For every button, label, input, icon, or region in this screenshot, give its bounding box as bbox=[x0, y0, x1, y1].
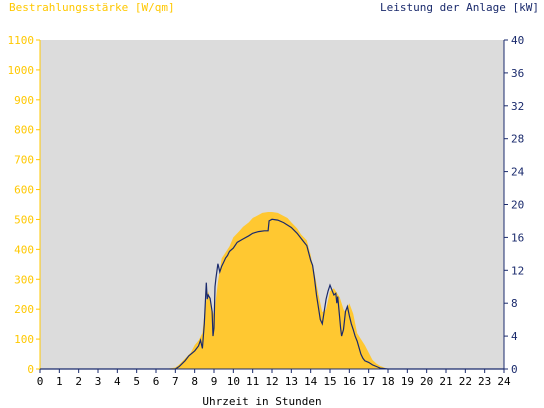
x-tick-label: 23 bbox=[478, 375, 491, 388]
right-tick-label: 0 bbox=[511, 363, 518, 376]
x-tick-label: 14 bbox=[304, 375, 318, 388]
x-tick-label: 18 bbox=[381, 375, 394, 388]
left-tick-label: 100 bbox=[14, 333, 34, 346]
x-tick-label: 19 bbox=[401, 375, 414, 388]
x-tick-label: 12 bbox=[265, 375, 278, 388]
x-tick-label: 21 bbox=[439, 375, 452, 388]
x-tick-label: 16 bbox=[343, 375, 356, 388]
x-tick-label: 2 bbox=[75, 375, 82, 388]
left-tick-label: 900 bbox=[14, 94, 34, 107]
x-tick-label: 24 bbox=[497, 375, 511, 388]
left-tick-label: 800 bbox=[14, 124, 34, 137]
x-tick-label: 20 bbox=[420, 375, 433, 388]
x-tick-label: 6 bbox=[153, 375, 160, 388]
x-tick-label: 11 bbox=[246, 375, 259, 388]
right-tick-label: 24 bbox=[511, 166, 525, 179]
x-tick-label: 5 bbox=[133, 375, 140, 388]
left-tick-label: 700 bbox=[14, 154, 34, 167]
x-tick-label: 17 bbox=[362, 375, 375, 388]
x-axis-title: Uhrzeit in Stunden bbox=[202, 395, 321, 408]
left-tick-label: 400 bbox=[14, 243, 34, 256]
x-tick-label: 15 bbox=[323, 375, 336, 388]
right-tick-label: 16 bbox=[511, 231, 524, 244]
left-tick-label: 0 bbox=[27, 363, 34, 376]
right-tick-label: 32 bbox=[511, 100, 524, 113]
x-tick-label: 3 bbox=[95, 375, 102, 388]
right-tick-label: 12 bbox=[511, 264, 524, 277]
right-tick-label: 40 bbox=[511, 34, 524, 47]
x-tick-label: 22 bbox=[459, 375, 472, 388]
right-tick-label: 28 bbox=[511, 133, 524, 146]
right-axis-title: Leistung der Anlage [kW] bbox=[380, 1, 539, 14]
left-tick-label: 1100 bbox=[8, 34, 35, 47]
x-tick-label: 10 bbox=[227, 375, 240, 388]
x-tick-label: 13 bbox=[285, 375, 298, 388]
right-tick-label: 20 bbox=[511, 199, 524, 212]
right-tick-label: 36 bbox=[511, 67, 524, 80]
left-tick-label: 1000 bbox=[8, 64, 35, 77]
x-tick-label: 8 bbox=[191, 375, 198, 388]
x-tick-label: 4 bbox=[114, 375, 121, 388]
x-tick-label: 9 bbox=[211, 375, 218, 388]
left-tick-label: 300 bbox=[14, 273, 34, 286]
left-tick-label: 200 bbox=[14, 303, 34, 316]
series-layer bbox=[40, 212, 504, 370]
left-axis-title: Bestrahlungsstärke [W/qm] bbox=[9, 1, 175, 14]
irradiance-area bbox=[40, 212, 504, 369]
power-line bbox=[40, 218, 504, 370]
left-tick-label: 600 bbox=[14, 184, 34, 197]
left-tick-label: 500 bbox=[14, 213, 34, 226]
x-tick-label: 7 bbox=[172, 375, 179, 388]
x-tick-label: 0 bbox=[37, 375, 44, 388]
axis-layer: 0100200300400500600700800900100011000481… bbox=[8, 34, 525, 388]
x-tick-label: 1 bbox=[56, 375, 63, 388]
right-tick-label: 4 bbox=[511, 330, 518, 343]
right-tick-label: 8 bbox=[511, 297, 518, 310]
